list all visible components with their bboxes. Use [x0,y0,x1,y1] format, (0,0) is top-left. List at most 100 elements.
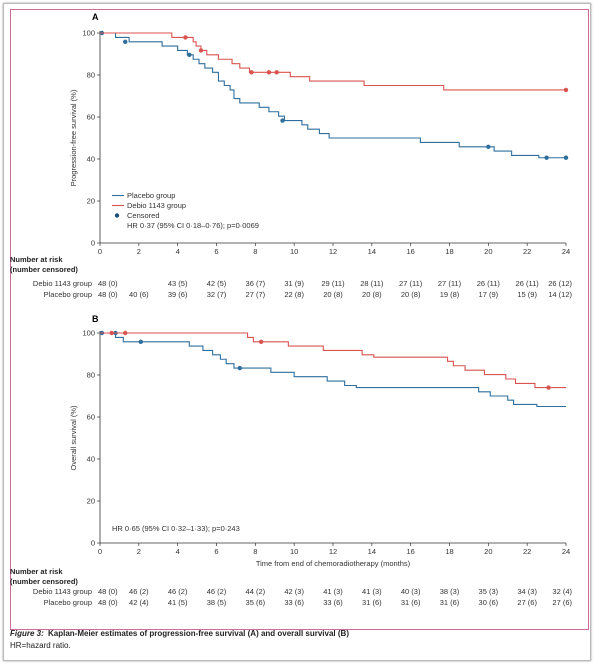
risk-cell: 20 (8) [323,290,343,299]
hazard-ratio-annotation: HR 0·65 (95% CI 0·32–1·33); p=0·243 [112,524,240,533]
y-axis-label: Overall survival (%) [69,405,78,471]
censored-point-debio [546,385,551,390]
risk-cell: 36 (7) [246,279,266,288]
risk-row-label: Placebo group [44,290,92,299]
risk-cell: 28 (11) [360,279,384,288]
risk-cell: 31 (6) [401,598,421,607]
risk-cell: 26 (12) [548,279,572,288]
legend-label: Censored [127,211,160,220]
x-tick-label: 18 [445,547,453,556]
censored-point-debio [249,70,254,75]
risk-row-label: Debio 1143 group [33,279,92,288]
y-axis-label: Progression-free survival (%) [69,89,78,186]
risk-cell: 35 (3) [479,587,499,596]
risk-cell: 43 (5) [168,279,188,288]
risk-cell: 20 (8) [362,290,382,299]
y-tick-label: 80 [87,371,95,380]
censored-point-placebo [544,155,549,160]
x-tick-label: 22 [523,547,531,556]
panel-letter: B [92,314,99,324]
censored-point-placebo [187,52,192,58]
y-tick-label: 100 [82,29,95,38]
risk-cell: 14 (12) [548,290,572,299]
risk-cell: 20 (8) [401,290,421,299]
risk-cell: 15 (9) [517,290,537,299]
risk-cell: 39 (6) [168,290,188,299]
caption-footnote: HR=hazard ratio. [10,641,71,650]
series-line-placebo [100,32,566,159]
censored-point-debio [563,87,569,93]
y-tick-label: 20 [87,197,95,206]
series-line-debio [100,32,566,91]
x-tick-label: 24 [562,247,570,256]
legend-label: Placebo group [127,191,175,200]
risk-table-header: Number at risk [10,255,63,264]
risk-cell: 48 (0) [98,290,118,299]
censored-point-debio [123,330,128,336]
risk-cell: 48 (0) [98,598,118,607]
y-tick-label: 40 [87,455,95,464]
risk-cell: 19 (8) [440,290,460,299]
x-tick-label: 20 [484,247,492,256]
risk-table-header: Number at risk [10,567,63,576]
caption-figure-text: Kaplan-Meier estimates of progression-fr… [48,629,349,638]
risk-cell: 40 (6) [129,290,149,299]
risk-cell: 44 (2) [246,587,266,596]
censored-point-debio [109,330,114,336]
censored-point-placebo [486,144,491,150]
x-tick-label: 10 [290,247,298,256]
y-tick-label: 60 [87,113,95,122]
censored-point-placebo [280,118,285,123]
risk-table-subheader: (number censored) [10,577,78,586]
risk-cell: 31 (9) [284,279,304,288]
x-tick-label: 2 [137,247,141,256]
x-tick-label: 12 [329,547,337,556]
x-tick-label: 12 [329,247,337,256]
x-tick-label: 14 [368,547,376,556]
x-tick-label: 10 [290,547,298,556]
x-tick-label: 8 [253,247,257,256]
risk-cell: 26 (11) [516,279,540,288]
y-tick-label: 20 [87,497,95,506]
risk-table-subheader: (number censored) [10,265,78,274]
risk-cell: 46 (2) [129,587,149,596]
x-axis-label: Time from end of chemoradiotherapy (mont… [256,559,411,568]
risk-cell: 17 (9) [479,290,499,299]
x-tick-label: 24 [562,547,570,556]
risk-cell: 30 (6) [479,598,499,607]
hazard-ratio-annotation: HR 0·37 (95% CI 0·18–0·76); p=0·0069 [127,221,259,230]
legend-label: Debio 1143 group [127,201,186,210]
x-tick-label: 0 [98,547,102,556]
risk-cell: 48 (0) [98,587,118,596]
x-tick-label: 16 [406,247,414,256]
risk-cell: 42 (4) [129,598,149,607]
censored-point-debio [183,35,188,40]
risk-cell: 26 (11) [477,279,501,288]
risk-cell: 41 (3) [323,587,343,596]
y-tick-label: 100 [82,329,95,338]
censored-point-debio [274,70,279,75]
series-line-placebo [100,332,566,408]
risk-cell: 38 (3) [440,587,460,596]
x-tick-label: 4 [176,547,180,556]
y-tick-label: 0 [91,539,95,548]
x-tick-label: 14 [368,247,376,256]
risk-cell: 22 (8) [284,290,304,299]
risk-cell: 33 (6) [284,598,304,607]
censored-point-placebo [237,365,242,371]
risk-cell: 31 (6) [362,598,382,607]
risk-cell: 35 (6) [246,598,266,607]
x-tick-label: 6 [214,247,218,256]
x-tick-label: 18 [445,247,453,256]
y-tick-label: 40 [87,155,95,164]
caption-figure-label: Figure 3: [10,629,44,638]
figure-panel-border [10,9,589,630]
y-tick-label: 80 [87,71,95,80]
risk-cell: 33 (6) [323,598,343,607]
x-tick-label: 8 [253,547,257,556]
panel-letter: A [92,12,99,22]
risk-cell: 40 (3) [401,587,421,596]
